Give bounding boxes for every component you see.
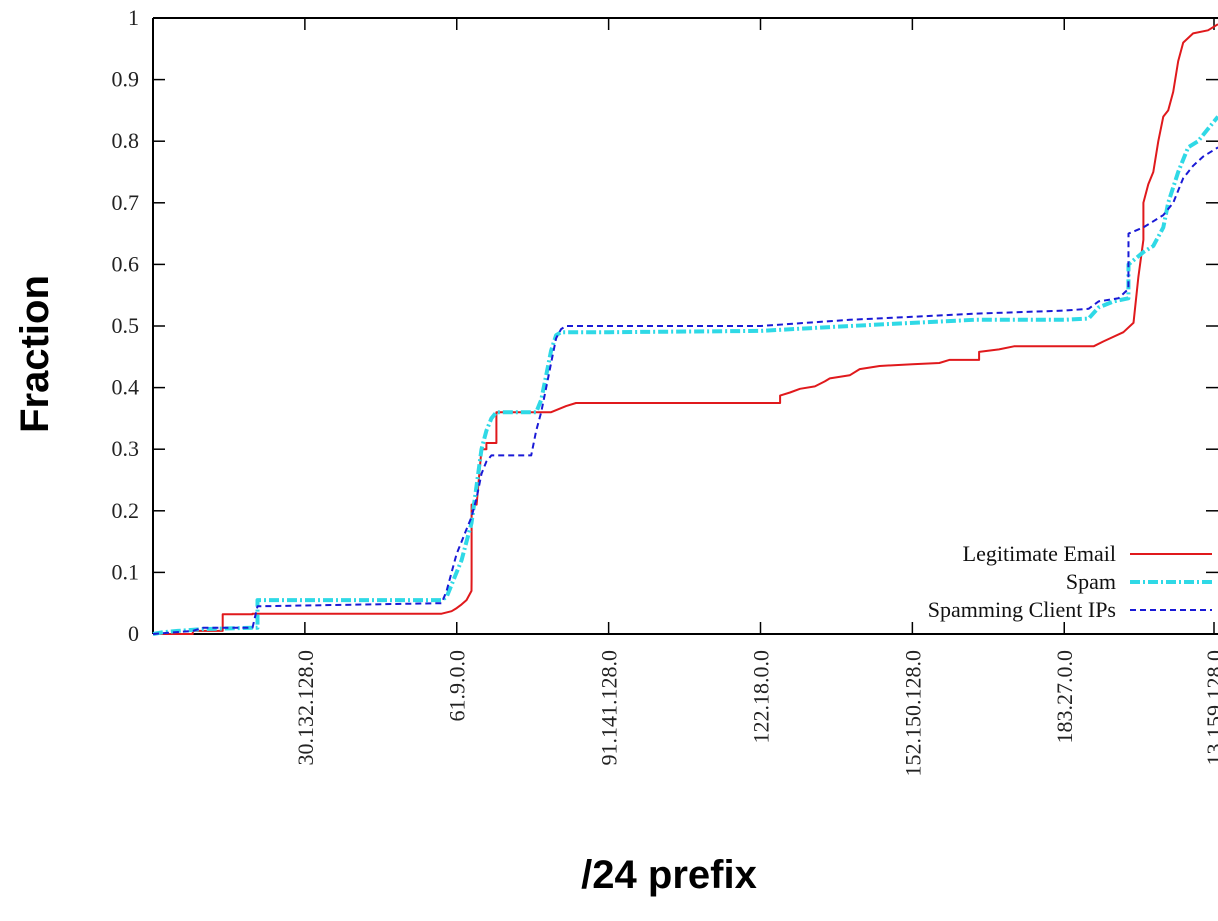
- x-tick-label: 152.150.128.0: [900, 650, 925, 777]
- series-line-2: [152, 146, 1218, 635]
- y-tick-label: 0.8: [112, 128, 140, 153]
- legend-label: Legitimate Email: [963, 541, 1116, 566]
- y-tick-label: 0.3: [112, 436, 140, 461]
- y-tick-label: 0.7: [112, 190, 140, 215]
- y-tick-label: 0.5: [112, 313, 140, 338]
- x-tick-label: 122.18.0.0: [748, 650, 773, 744]
- x-axis: 30.132.128.0 61.9.0.0 91.141.128.0 122.18.0…: [293, 18, 1218, 777]
- legend: Legitimate Email Spam Spamming Client IPs: [928, 541, 1212, 622]
- series-line-0: [153, 23, 1218, 635]
- legend-label: Spamming Client IPs: [928, 597, 1116, 622]
- y-axis-title: Fraction: [13, 275, 57, 433]
- y-axis: 0 0.1 0.2 0.3 0.4 0.5 0.6 0.7 0.8 0.9 1: [112, 5, 1218, 646]
- legend-label: Spam: [1066, 569, 1116, 594]
- x-tick-label: 183.27.0.0: [1052, 650, 1077, 744]
- y-tick-label: 0.2: [112, 498, 140, 523]
- x-tick-label: 30.132.128.0: [293, 650, 318, 766]
- x-tick-label: 61.9.0.0: [445, 650, 470, 722]
- x-tick-label: 91.141.128.0: [597, 650, 622, 766]
- series-line-1: [152, 115, 1218, 636]
- x-axis-title: /24 prefix: [581, 853, 757, 897]
- y-tick-label: 1: [128, 5, 139, 30]
- y-tick-label: 0.1: [112, 559, 140, 584]
- y-tick-label: 0: [128, 621, 139, 646]
- x-tick-label: 13.159.128.0: [1202, 650, 1218, 766]
- y-tick-label: 0.9: [112, 67, 140, 92]
- y-tick-label: 0.4: [112, 375, 140, 400]
- y-tick-label: 0.6: [112, 251, 140, 276]
- series-layer: [152, 23, 1218, 636]
